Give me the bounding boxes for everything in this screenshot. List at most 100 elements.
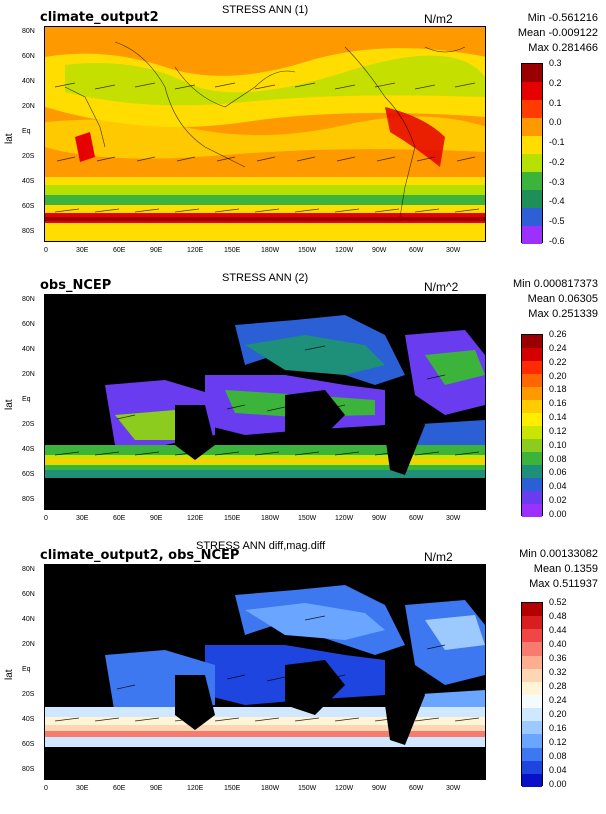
lat-tick: 60S	[22, 741, 35, 748]
colorbar-label: 0.16	[549, 398, 567, 409]
map-plot	[44, 294, 486, 510]
lat-tick: 60N	[22, 321, 35, 328]
stress-field-map	[45, 565, 485, 779]
colorbar-label: 0.24	[549, 695, 567, 705]
lat-tick: 20S	[22, 691, 35, 698]
colorbar-label: 0.10	[549, 439, 567, 450]
colorbar-swatch	[522, 491, 542, 504]
lat-axis-label: lat	[4, 399, 15, 410]
colorbar-swatch	[522, 82, 542, 100]
colorbar-swatch	[522, 118, 542, 136]
colorbar-swatch	[522, 64, 542, 82]
lon-tick: 60E	[113, 247, 126, 254]
colorbar-label: 0.24	[549, 342, 567, 353]
colorbar-swatch	[522, 734, 542, 748]
lon-tick: 90W	[372, 785, 387, 792]
colorbar-swatch	[522, 478, 542, 491]
colorbar-swatch	[522, 172, 542, 190]
colorbar-swatch	[522, 335, 542, 348]
lon-tick: 0	[44, 785, 48, 792]
lon-tick: 60E	[113, 515, 126, 522]
lon-tick: 90E	[150, 515, 163, 522]
stat-mean: Mean -0.009122	[517, 27, 598, 39]
lat-tick: Eq	[22, 666, 31, 673]
colorbar-swatch	[522, 208, 542, 226]
colorbar-label: 0.08	[549, 453, 567, 464]
colorbar-label: 0.1	[549, 97, 562, 108]
panel-name: climate_output2	[40, 10, 159, 25]
lat-tick: Eq	[22, 128, 31, 135]
lon-tick-labels: 0 30E 60E 90E 120E 150E 180W 150W 120W 9…	[44, 785, 486, 797]
colorbar-swatch	[522, 694, 542, 709]
colorbar-label: 0.2	[549, 77, 562, 88]
lat-tick: 80S	[22, 496, 35, 503]
lat-tick: 60N	[22, 53, 35, 60]
lon-tick: 180W	[261, 515, 280, 522]
colorbar-label: 0.0	[549, 117, 562, 128]
colorbar-label: -0.6	[549, 236, 565, 246]
lat-tick: 80S	[22, 766, 35, 773]
colorbar-label: 0.14	[549, 412, 567, 423]
colorbar-swatch	[522, 642, 542, 656]
colorbar	[521, 602, 543, 787]
colorbar-swatch	[522, 616, 542, 630]
lon-tick: 120W	[335, 247, 354, 254]
colorbar-swatch	[522, 465, 542, 478]
lon-tick: 150E	[224, 247, 241, 254]
colorbar-swatch	[522, 603, 542, 617]
colorbar-label: 0.12	[549, 737, 567, 747]
stat-min: Min -0.561216	[527, 12, 598, 24]
colorbar-swatch	[522, 348, 542, 361]
lon-tick: 90E	[150, 247, 163, 254]
colorbar-label: 0.40	[549, 639, 567, 649]
colorbar-swatch	[522, 629, 542, 643]
panel-units: N/m^2	[424, 280, 459, 294]
lat-tick: 20S	[22, 153, 35, 160]
lat-tick: 80N	[22, 296, 35, 303]
lon-tick: 120E	[187, 515, 204, 522]
panel-name: obs_NCEP	[40, 278, 112, 293]
colorbar-label: 0.26	[549, 329, 567, 339]
colorbar-label: 0.16	[549, 723, 567, 733]
panel-name: climate_output2, obs_NCEP	[40, 548, 240, 563]
stat-mean: Mean 0.1359	[533, 563, 598, 575]
lat-tick: 60S	[22, 471, 35, 478]
lon-tick: 30E	[76, 515, 89, 522]
lon-tick: 60W	[409, 247, 424, 254]
lon-tick: 180W	[261, 785, 280, 792]
lon-tick: 90W	[372, 247, 387, 254]
colorbar-label: -0.2	[549, 156, 565, 167]
lat-tick: 20S	[22, 421, 35, 428]
colorbar-label: 0.04	[549, 765, 567, 775]
lat-tick: 40S	[22, 178, 35, 185]
stat-min: Min 0.00133082	[519, 548, 598, 560]
colorbar-swatch	[522, 413, 542, 426]
colorbar-label: 0.32	[549, 667, 567, 677]
colorbar-swatch	[522, 760, 542, 774]
lon-tick: 90E	[150, 785, 163, 792]
panel-3: STRESS ANN diff,mag.diff climate_output2…	[0, 540, 606, 814]
colorbar-label: 0.00	[549, 779, 567, 789]
lon-tick: 150W	[298, 785, 317, 792]
colorbar-label: -0.1	[549, 137, 565, 148]
colorbar-swatch	[522, 708, 542, 722]
colorbar-label: 0.52	[549, 597, 567, 607]
lon-tick: 150W	[298, 247, 317, 254]
colorbar-label: 0.12	[549, 425, 567, 436]
colorbar-label: 0.48	[549, 611, 567, 621]
colorbar-swatch	[522, 452, 542, 465]
lon-tick: 120E	[187, 785, 204, 792]
colorbar-swatch	[522, 361, 542, 374]
lon-tick: 120E	[187, 247, 204, 254]
colorbar	[521, 334, 543, 517]
lon-tick: 30W	[446, 515, 461, 522]
lon-tick: 150E	[224, 785, 241, 792]
colorbar-label: 0.18	[549, 384, 567, 395]
colorbar-swatch	[522, 504, 542, 517]
colorbar-label: -0.4	[549, 196, 565, 207]
lon-tick: 30E	[76, 247, 89, 254]
lat-tick: 20N	[22, 103, 35, 110]
lat-tick: 80N	[22, 28, 35, 35]
lon-tick: 60W	[409, 785, 424, 792]
colorbar-label: 0.22	[549, 356, 567, 367]
